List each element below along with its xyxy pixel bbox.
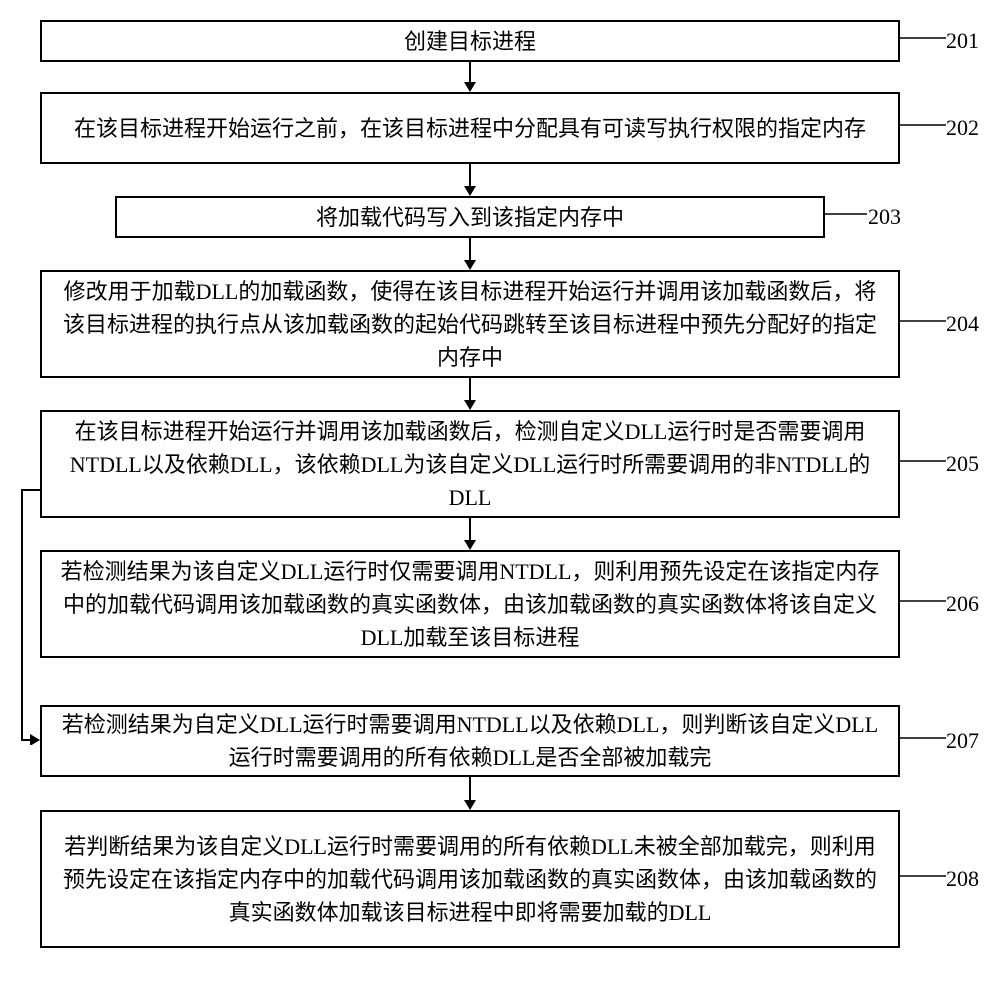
node-text: 若判断结果为该自定义DLL运行时需要调用的所有依赖DLL未被全部加载完，则利用预… — [42, 826, 898, 933]
step-label-203: 203 — [868, 204, 901, 230]
arrow-1-2 — [463, 62, 477, 92]
step-label-204: 204 — [946, 311, 979, 337]
label-line-206 — [900, 599, 946, 603]
node-write-code: 将加载代码写入到该指定内存中 — [115, 196, 825, 238]
label-line-204 — [900, 319, 946, 323]
node-text: 将加载代码写入到该指定内存中 — [304, 197, 636, 238]
node-need-dependency: 若检测结果为自定义DLL运行时需要调用NTDLL以及依赖DLL，则判断该自定义D… — [40, 705, 900, 777]
step-label-208: 208 — [946, 866, 979, 892]
node-only-ntdll: 若检测结果为该自定义DLL运行时仅需要调用NTDLL，则利用预先设定在该指定内存… — [40, 550, 900, 658]
node-text: 若检测结果为自定义DLL运行时需要调用NTDLL以及依赖DLL，则判断该自定义D… — [42, 704, 898, 778]
step-label-207: 207 — [946, 728, 979, 754]
node-allocate-memory: 在该目标进程开始运行之前，在该目标进程中分配具有可读写执行权限的指定内存 — [40, 92, 900, 164]
node-text: 若检测结果为该自定义DLL运行时仅需要调用NTDLL，则利用预先设定在该指定内存… — [42, 551, 898, 658]
step-label-201: 201 — [946, 28, 979, 54]
node-detect-dll: 在该目标进程开始运行并调用该加载函数后，检测自定义DLL运行时是否需要调用NTD… — [40, 410, 900, 518]
arrow-5-6 — [463, 518, 477, 550]
node-text: 在该目标进程开始运行并调用该加载函数后，检测自定义DLL运行时是否需要调用NTD… — [42, 411, 898, 518]
label-line-202 — [900, 123, 946, 127]
arrow-7-8 — [463, 777, 477, 810]
arrow-3-4 — [463, 238, 477, 270]
label-line-205 — [900, 459, 946, 463]
step-label-206: 206 — [946, 591, 979, 617]
node-text: 创建目标进程 — [392, 21, 548, 62]
node-create-process: 创建目标进程 — [40, 20, 900, 62]
node-modify-loader: 修改用于加载DLL的加载函数，使得在该目标进程开始运行并调用该加载函数后，将该目… — [40, 270, 900, 378]
flowchart-container: 创建目标进程 201 在该目标进程开始运行之前，在该目标进程中分配具有可读写执行… — [0, 0, 991, 40]
label-line-203 — [825, 212, 867, 216]
arrow-4-5 — [463, 378, 477, 410]
label-line-207 — [900, 736, 946, 740]
node-load-remaining: 若判断结果为该自定义DLL运行时需要调用的所有依赖DLL未被全部加载完，则利用预… — [40, 810, 900, 948]
node-text: 修改用于加载DLL的加载函数，使得在该目标进程开始运行并调用该加载函数后，将该目… — [42, 271, 898, 378]
label-line-201 — [900, 36, 946, 40]
arrow-2-3 — [463, 164, 477, 196]
step-label-205: 205 — [946, 451, 979, 477]
node-text: 在该目标进程开始运行之前，在该目标进程中分配具有可读写执行权限的指定内存 — [62, 108, 878, 149]
label-line-208 — [900, 874, 946, 878]
branch-line-5-7 — [0, 485, 45, 745]
step-label-202: 202 — [946, 115, 979, 141]
